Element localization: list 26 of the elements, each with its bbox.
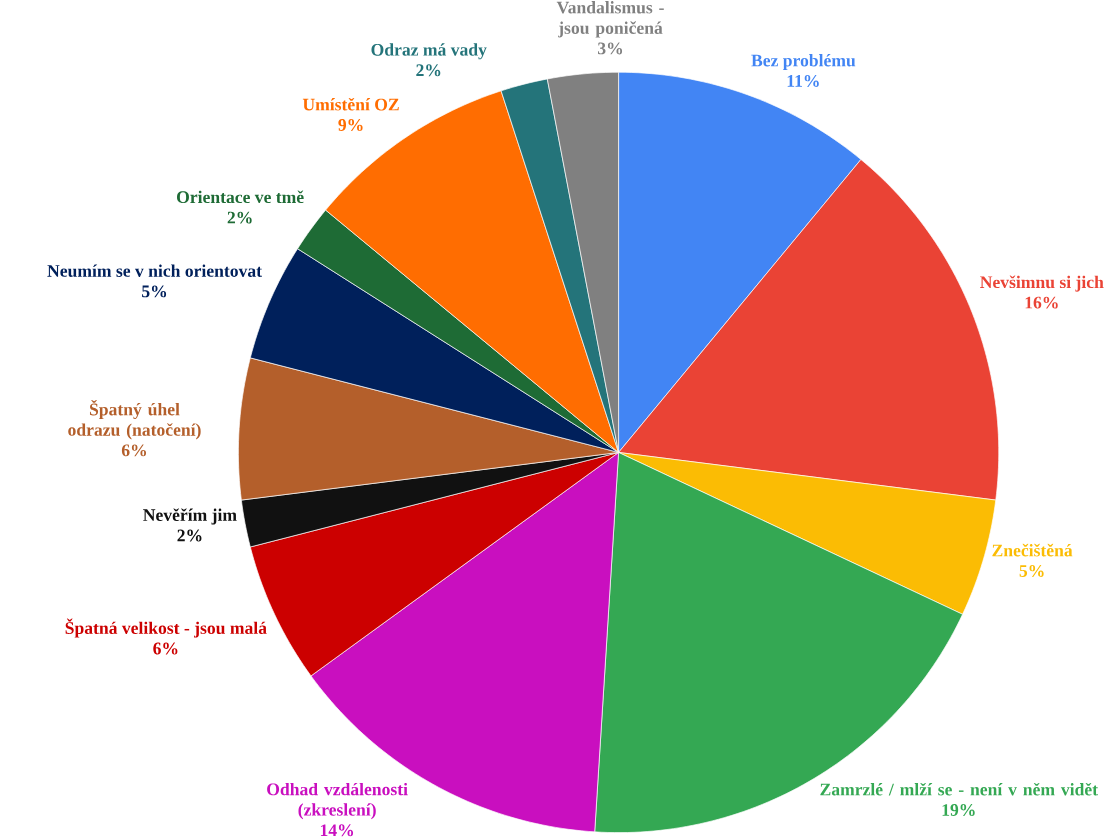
slice-label: Umístění OZ [302,97,399,111]
data-label: 6% [153,642,178,655]
slice-label: Nevěřím jim [143,508,237,525]
data-label: 19% [942,803,975,816]
data-label: 6% [121,444,147,457]
data-label: 5% [1019,564,1044,577]
slice-label: Orientace ve tmě [177,190,304,203]
slice-label: Vandalismus - jsou poničená [556,0,664,38]
data-label: 11% [787,74,819,87]
data-label: 2% [177,529,202,542]
data-label: 3% [597,42,623,55]
slice-label: Odhad vzdálenosti (zkreslení) [267,782,408,820]
slice-label: Špatný úhel odrazu (natočení) [68,399,201,440]
slice-label: Neumím se v nich orientovat [47,264,262,277]
data-label: 16% [1025,296,1058,309]
slice-label: Bez problému [751,53,856,70]
slice-label: Zamrzlé / mlží se - není v něm vidět [820,782,1098,796]
slice-label: Odraz má vady [371,43,487,60]
slice-label: Nevšimnu si jich [980,275,1104,292]
data-label: 14% [320,824,354,837]
data-label: 9% [338,118,363,131]
data-label: 5% [142,285,167,298]
slice-label: Špatná velikost - jsou malá [65,618,267,638]
data-label: 2% [416,64,441,77]
slice-label: Znečištěná [992,543,1073,557]
data-label: 2% [227,211,252,224]
